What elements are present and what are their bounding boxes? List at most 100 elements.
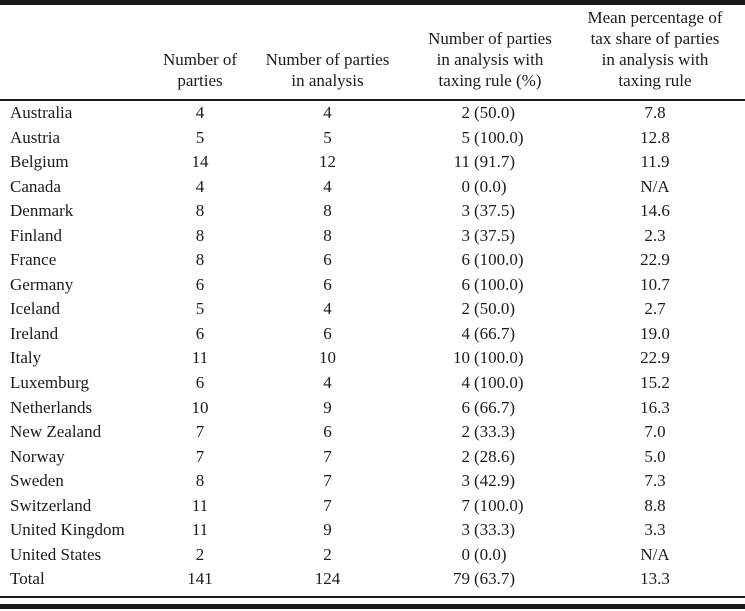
taxing-rule-percent: (100.0) xyxy=(474,274,524,294)
table-top-border xyxy=(0,0,745,5)
taxing-rule-cell: 10 (100.0) xyxy=(415,346,565,371)
taxing-rule-cell: 5 (100.0) xyxy=(415,126,565,151)
taxing-rule-cell: 2 (50.0) xyxy=(415,100,565,126)
num-parties-cell: 5 xyxy=(195,127,205,147)
taxing-rule-percent: (42.9) xyxy=(474,471,516,491)
country-cell: Denmark xyxy=(10,201,74,221)
in-analysis-cell: 6 xyxy=(323,250,332,270)
taxing-rule-cell: 79 (63.7) xyxy=(415,567,565,592)
num-parties-cell: 141 xyxy=(187,569,213,589)
taxing-rule-percent: (28.6) xyxy=(474,446,516,466)
table-row: Australia 4 4 2 (50.0) 7.8 xyxy=(0,100,745,126)
country-cell: Finland xyxy=(10,225,62,245)
country-cell: United Kingdom xyxy=(10,520,125,540)
in-analysis-cell: 7 xyxy=(323,495,332,515)
taxing-rule-percent: (100.0) xyxy=(474,373,524,393)
header-parties-in-analysis: Number of parties in analysis xyxy=(240,5,415,101)
num-parties-cell: 6 xyxy=(195,274,205,294)
mean-tax-share-cell: 7.8 xyxy=(644,103,666,122)
country-cell: Italy xyxy=(10,348,42,368)
table-row: Canada 4 4 0 (0.0) N/A xyxy=(0,175,745,200)
mean-tax-share-cell: 2.7 xyxy=(644,299,666,319)
taxing-rule-count: 11 xyxy=(453,152,470,172)
country-cell: Germany xyxy=(10,274,74,294)
table-row: Italy 11 10 10 (100.0) 22.9 xyxy=(0,346,745,371)
in-analysis-cell: 4 xyxy=(323,176,332,196)
taxing-rule-count: 6 xyxy=(461,397,471,417)
mean-tax-share-cell: 12.8 xyxy=(640,127,670,147)
table-row: Germany 6 6 6 (100.0) 10.7 xyxy=(0,273,745,298)
mean-tax-share-cell: 3.3 xyxy=(644,520,666,540)
taxing-rule-percent: (66.7) xyxy=(474,323,516,343)
country-cell: Switzerland xyxy=(10,495,92,515)
in-analysis-cell: 6 xyxy=(323,274,332,294)
country-cell: Australia xyxy=(10,103,73,122)
taxing-rule-count: 79 xyxy=(453,569,470,589)
taxing-rule-count: 4 xyxy=(461,323,471,343)
taxing-rule-count: 3 xyxy=(461,471,471,491)
in-analysis-cell: 124 xyxy=(314,569,341,589)
table-bottom-inner-rule xyxy=(0,596,745,598)
taxing-rule-percent: (0.0) xyxy=(474,176,507,196)
taxing-rule-cell: 0 (0.0) xyxy=(415,175,565,200)
taxing-rule-count: 10 xyxy=(453,348,470,368)
mean-tax-share-cell: 14.6 xyxy=(640,201,670,221)
taxing-rule-percent: (0.0) xyxy=(474,544,507,564)
taxing-rule-cell: 2 (28.6) xyxy=(415,445,565,470)
in-analysis-cell: 5 xyxy=(323,127,332,147)
country-cell: Total xyxy=(10,569,45,589)
taxing-rule-cell: 7 (100.0) xyxy=(415,494,565,519)
table-body: Australia 4 4 2 (50.0) 7.8 Austria 5 5 5 (100.0) 12… xyxy=(0,100,745,592)
taxing-rule-cell: 11 (91.7) xyxy=(415,150,565,175)
taxing-rule-cell: 6 (66.7) xyxy=(415,396,565,421)
in-analysis-cell: 4 xyxy=(323,299,332,319)
mean-tax-share-cell: 5.0 xyxy=(644,446,666,466)
taxing-rule-percent: (37.5) xyxy=(474,225,516,245)
taxing-rule-cell: 2 (50.0) xyxy=(415,297,565,322)
table-row: Austria 5 5 5 (100.0) 12.8 xyxy=(0,126,745,151)
mean-tax-share-cell: 2.3 xyxy=(644,225,666,245)
table-row: Ireland 6 6 4 (66.7) 19.0 xyxy=(0,322,745,347)
table-row: Finland 8 8 3 (37.5) 2.3 xyxy=(0,224,745,249)
mean-tax-share-cell: 16.3 xyxy=(640,397,670,417)
header-country xyxy=(0,5,160,101)
table-row: Sweden 8 7 3 (42.9) 7.3 xyxy=(0,469,745,494)
country-cell: Ireland xyxy=(10,323,59,343)
taxing-rule-count: 6 xyxy=(461,250,471,270)
taxing-rule-count: 3 xyxy=(461,520,471,540)
num-parties-cell: 8 xyxy=(195,250,205,270)
in-analysis-cell: 4 xyxy=(323,103,332,122)
in-analysis-cell: 7 xyxy=(323,446,332,466)
country-cell: Austria xyxy=(10,127,61,147)
num-parties-cell: 5 xyxy=(195,299,205,319)
num-parties-cell: 2 xyxy=(195,544,205,564)
table-row: New Zealand 7 6 2 (33.3) 7.0 xyxy=(0,420,745,445)
mean-tax-share-cell: 15.2 xyxy=(640,373,670,393)
table-row: Belgium 14 12 11 (91.7) 11.9 xyxy=(0,150,745,175)
table-row: Denmark 8 8 3 (37.5) 14.6 xyxy=(0,199,745,224)
in-analysis-cell: 4 xyxy=(323,373,332,393)
taxing-rule-count: 2 xyxy=(461,103,471,122)
num-parties-cell: 11 xyxy=(191,495,209,515)
country-cell: Sweden xyxy=(10,471,64,491)
num-parties-cell: 7 xyxy=(195,422,205,442)
taxing-rule-percent: (33.3) xyxy=(474,520,516,540)
taxing-rule-percent: (100.0) xyxy=(474,495,524,515)
country-cell: Iceland xyxy=(10,299,61,319)
table-row: Netherlands 10 9 6 (66.7) 16.3 xyxy=(0,396,745,421)
header-number-of-parties: Number of parties xyxy=(160,5,240,101)
taxing-rule-cell: 3 (33.3) xyxy=(415,518,565,543)
mean-tax-share-cell: 8.8 xyxy=(644,495,666,515)
taxing-rule-count: 2 xyxy=(461,299,471,319)
total-row: Total 141 124 79 (63.7) 13.3 xyxy=(0,567,745,592)
mean-tax-share-cell: 19.0 xyxy=(640,323,670,343)
in-analysis-cell: 10 xyxy=(319,348,336,368)
table-row: United States 2 2 0 (0.0) N/A xyxy=(0,543,745,568)
mean-tax-share-cell: 10.7 xyxy=(640,274,670,294)
mean-tax-share-cell: N/A xyxy=(640,544,670,564)
taxing-rule-cell: 3 (37.5) xyxy=(415,224,565,249)
header-mean-tax-share: Mean percentage of tax share of parties … xyxy=(565,5,745,101)
num-parties-cell: 6 xyxy=(195,373,205,393)
table-row: Switzerland 11 7 7 (100.0) 8.8 xyxy=(0,494,745,519)
